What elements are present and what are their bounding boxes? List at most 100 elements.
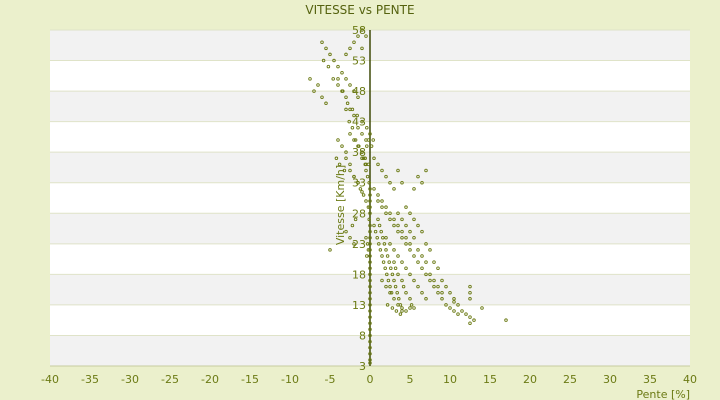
data-point bbox=[360, 28, 364, 32]
data-point bbox=[428, 248, 432, 252]
data-point bbox=[340, 89, 344, 93]
data-point bbox=[380, 168, 384, 173]
data-point bbox=[368, 309, 372, 313]
data-point bbox=[353, 217, 358, 222]
data-point bbox=[376, 162, 380, 167]
data-point bbox=[381, 235, 385, 240]
y-tick-label: 23 bbox=[352, 238, 366, 251]
data-point bbox=[440, 278, 444, 283]
y-axis-label: Vitesse [Km/h] bbox=[334, 165, 347, 245]
data-point bbox=[468, 284, 472, 289]
data-point bbox=[432, 260, 436, 264]
data-point bbox=[400, 306, 404, 310]
data-point bbox=[444, 284, 448, 289]
x-tick-label: -30 bbox=[121, 373, 139, 386]
data-point bbox=[363, 162, 367, 167]
data-point bbox=[416, 223, 420, 228]
data-point bbox=[365, 242, 370, 246]
data-point bbox=[320, 40, 324, 44]
y-tick-label: 28 bbox=[352, 207, 366, 220]
data-point bbox=[448, 306, 452, 310]
data-point bbox=[389, 290, 394, 295]
data-point bbox=[404, 290, 408, 295]
data-point bbox=[336, 138, 340, 142]
data-point bbox=[340, 144, 344, 148]
x-tick-label: 0 bbox=[367, 373, 374, 386]
data-point bbox=[358, 187, 363, 191]
data-point bbox=[368, 321, 372, 325]
data-point bbox=[393, 284, 398, 289]
data-point bbox=[371, 138, 375, 142]
data-point bbox=[361, 156, 366, 161]
data-point bbox=[400, 180, 404, 185]
data-point bbox=[363, 156, 367, 161]
data-point bbox=[344, 77, 348, 81]
x-tick-label: -25 bbox=[161, 373, 179, 386]
data-point bbox=[356, 34, 360, 38]
data-point bbox=[368, 211, 372, 216]
data-point bbox=[412, 306, 416, 310]
data-point bbox=[396, 303, 400, 307]
data-point bbox=[368, 358, 372, 362]
data-point bbox=[360, 190, 364, 194]
y-tick-label: 18 bbox=[352, 268, 366, 281]
data-point bbox=[360, 156, 364, 161]
data-point bbox=[344, 229, 348, 234]
data-point bbox=[336, 83, 340, 87]
data-point bbox=[328, 52, 332, 57]
data-point bbox=[404, 242, 408, 246]
data-point bbox=[348, 168, 352, 173]
data-point bbox=[392, 297, 396, 301]
data-point bbox=[348, 162, 352, 167]
data-point bbox=[376, 193, 380, 197]
data-point bbox=[332, 58, 336, 63]
data-point bbox=[368, 345, 372, 350]
data-point bbox=[352, 113, 356, 118]
y-tick-label: 43 bbox=[352, 116, 366, 129]
data-point bbox=[379, 229, 383, 234]
data-point bbox=[382, 242, 387, 246]
data-point bbox=[368, 187, 372, 191]
data-point bbox=[432, 278, 436, 283]
data-point bbox=[408, 211, 412, 216]
data-point bbox=[388, 180, 392, 185]
data-point bbox=[365, 144, 369, 148]
data-point bbox=[452, 309, 456, 313]
data-point bbox=[480, 306, 484, 310]
data-point bbox=[368, 260, 372, 264]
data-point bbox=[436, 284, 440, 289]
data-point bbox=[404, 309, 408, 313]
data-point bbox=[428, 278, 432, 283]
data-point bbox=[366, 205, 371, 209]
y-tick-label: 33 bbox=[352, 177, 366, 190]
y-tick-label: 38 bbox=[352, 146, 366, 159]
data-point bbox=[364, 168, 368, 173]
data-point bbox=[356, 125, 360, 130]
data-point bbox=[428, 272, 432, 277]
data-point bbox=[365, 125, 369, 130]
data-point bbox=[368, 229, 372, 234]
data-point bbox=[352, 174, 356, 179]
data-point bbox=[368, 248, 372, 252]
data-point bbox=[408, 306, 412, 310]
data-point bbox=[408, 297, 412, 301]
x-tick-label: 40 bbox=[683, 373, 697, 386]
data-point bbox=[352, 242, 356, 246]
data-point bbox=[368, 193, 372, 197]
data-point bbox=[368, 339, 372, 344]
data-point bbox=[372, 156, 376, 161]
data-point bbox=[392, 187, 396, 191]
data-point bbox=[375, 235, 379, 240]
data-point bbox=[424, 260, 428, 264]
data-point bbox=[392, 278, 396, 283]
data-point bbox=[420, 180, 424, 185]
data-point bbox=[380, 278, 384, 283]
data-point bbox=[408, 248, 412, 252]
data-point bbox=[400, 309, 404, 313]
data-point bbox=[384, 235, 388, 240]
y-tick-label: 3 bbox=[359, 360, 366, 373]
x-tick-label: -15 bbox=[241, 373, 259, 386]
data-point bbox=[372, 223, 376, 228]
data-point bbox=[344, 52, 348, 57]
data-point bbox=[367, 180, 371, 185]
